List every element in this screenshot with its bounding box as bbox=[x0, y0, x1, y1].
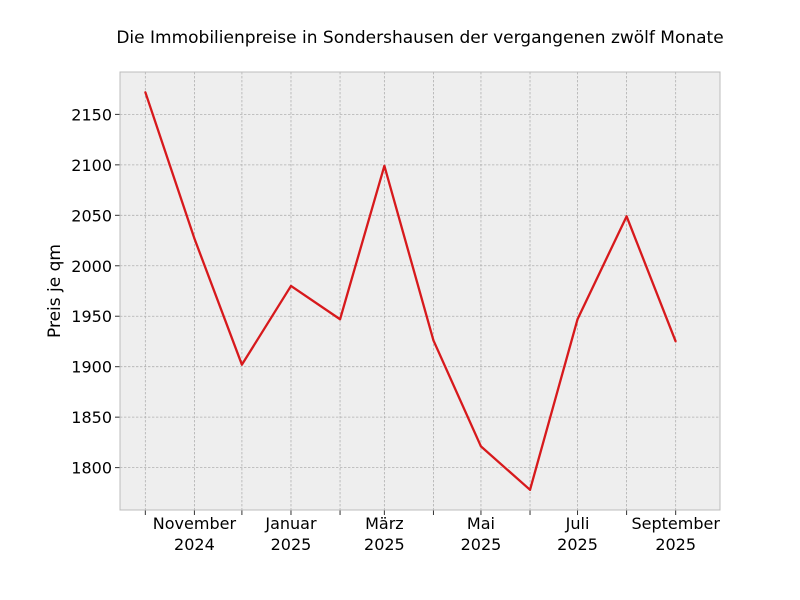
x-tick-label: Januar bbox=[264, 514, 317, 533]
x-tick-label: 2024 bbox=[174, 535, 215, 554]
x-tick-label: 2025 bbox=[655, 535, 696, 554]
data-point bbox=[479, 445, 482, 448]
x-tick-label: 2025 bbox=[461, 535, 502, 554]
data-point bbox=[339, 318, 342, 321]
data-point bbox=[432, 339, 435, 342]
x-tick-label: November bbox=[153, 514, 237, 533]
x-tick-label: 2025 bbox=[271, 535, 312, 554]
y-tick-label: 1850 bbox=[71, 408, 112, 427]
data-point bbox=[289, 284, 292, 287]
chart-title: Die Immobilienpreise in Sondershausen de… bbox=[116, 28, 723, 48]
x-tick-label: 2025 bbox=[557, 535, 598, 554]
y-tick-label: 2000 bbox=[71, 257, 112, 276]
data-point bbox=[576, 318, 579, 321]
grid-lines bbox=[120, 72, 720, 510]
data-point bbox=[529, 488, 532, 491]
data-point bbox=[193, 237, 196, 240]
y-tick-label: 2050 bbox=[71, 206, 112, 225]
data-point bbox=[240, 363, 243, 366]
y-axis-label: Preis je qm bbox=[45, 244, 65, 338]
y-tick-label: 1800 bbox=[71, 459, 112, 478]
y-tick-label: 2100 bbox=[71, 156, 112, 175]
data-point bbox=[674, 340, 677, 343]
x-tick-label: 2025 bbox=[364, 535, 405, 554]
data-point bbox=[625, 215, 628, 218]
x-axis: November 2024 Januar 2025 März 2025 Mai 2025 Jul… bbox=[144, 510, 720, 554]
data-point bbox=[383, 164, 386, 167]
x-tick-label: Mai bbox=[467, 514, 495, 533]
y-axis: 1800 1850 1900 1950 2000 2050 2100 2150 bbox=[71, 105, 120, 478]
y-tick-label: 2150 bbox=[71, 105, 112, 124]
x-tick-label: Juli bbox=[565, 514, 590, 533]
data-point bbox=[144, 91, 147, 94]
plot-frame bbox=[119, 71, 721, 511]
series-line bbox=[144, 91, 677, 491]
data-series bbox=[144, 91, 677, 491]
y-tick-label: 1900 bbox=[71, 358, 112, 377]
y-tick-label: 1950 bbox=[71, 307, 112, 326]
x-tick-label: März bbox=[365, 514, 404, 533]
x-tick-label: September bbox=[631, 514, 720, 533]
